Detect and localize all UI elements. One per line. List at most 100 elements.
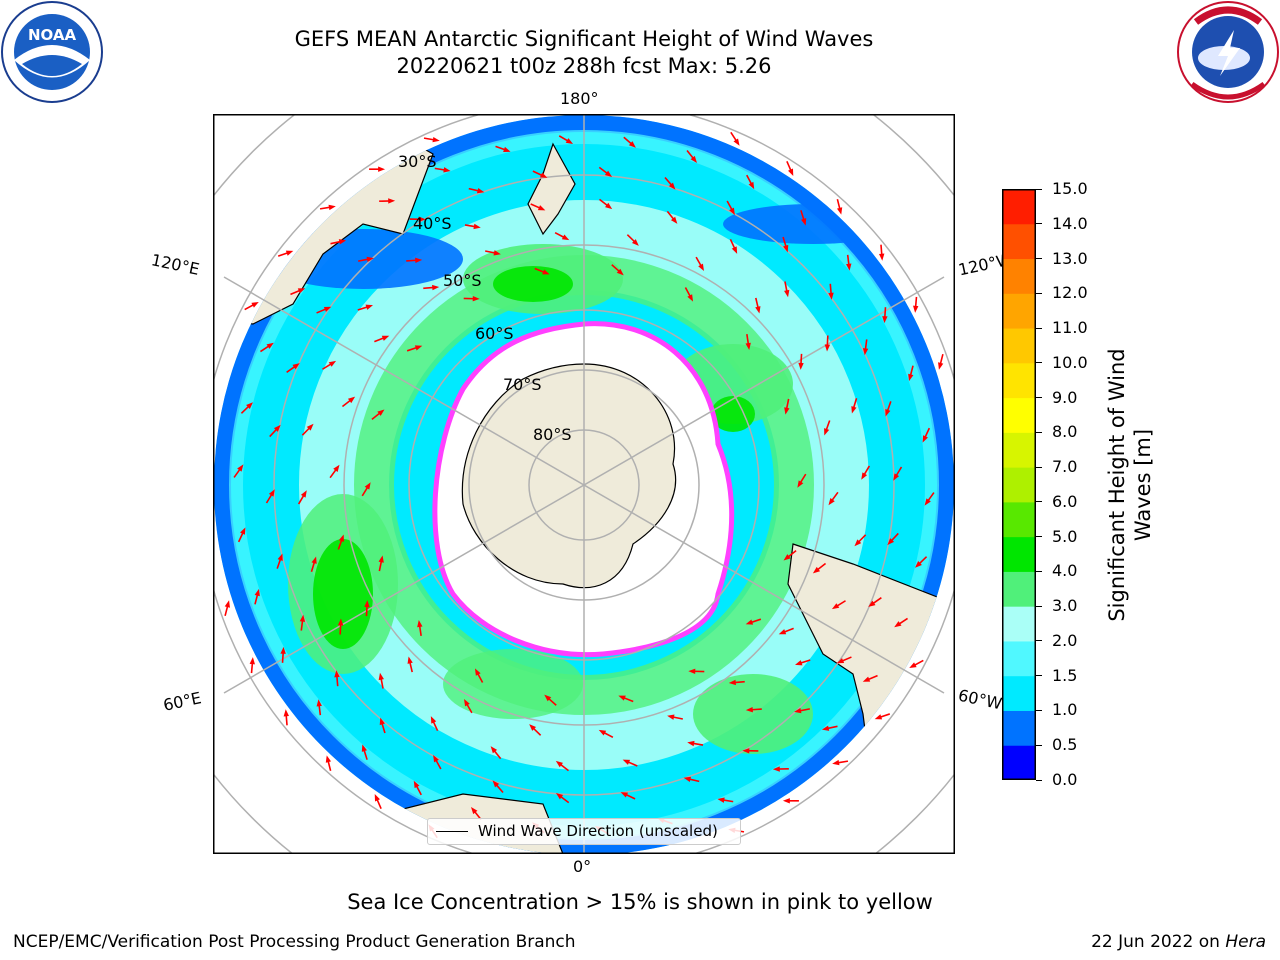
colorbar-tick-mark xyxy=(1036,779,1042,781)
lat-label-70s: 70°S xyxy=(503,375,542,394)
wind-wave-arrow-head xyxy=(443,167,451,173)
colorbar-tick-mark xyxy=(1036,223,1042,225)
wind-wave-arrow-head xyxy=(292,363,300,370)
wind-wave-arrow-head xyxy=(537,205,546,211)
wind-wave-arrow-head xyxy=(801,218,807,226)
colorbar-tick-mark xyxy=(1036,570,1042,572)
wind-wave-arrow-head xyxy=(795,660,803,666)
wind-wave-arrow-head xyxy=(266,342,274,349)
wind-wave-arrow-head xyxy=(667,714,675,720)
lon-label-120e: 120°E xyxy=(149,250,202,279)
wind-wave-arrow-head xyxy=(283,709,289,717)
wind-wave-arrow-head xyxy=(824,428,830,436)
colorbar-tick-label: 13.0 xyxy=(1052,248,1088,268)
wind-wave-arrow-head xyxy=(338,239,347,245)
lat-label-80s: 80°S xyxy=(533,425,572,444)
map-legend: Wind Wave Direction (unscaled) xyxy=(427,818,741,845)
wind-wave-arrow-head xyxy=(868,600,876,607)
wind-wave-arrow-head xyxy=(565,138,574,144)
wind-wave-arrow-head xyxy=(364,482,371,490)
wind-wave-arrow-head xyxy=(836,207,843,215)
wind-wave-arrow-head xyxy=(915,561,922,568)
wind-wave-arrow-head xyxy=(418,216,426,222)
wind-wave-arrow-head xyxy=(529,724,537,731)
wind-wave-arrow-head xyxy=(745,342,751,350)
colorbar-segment xyxy=(1002,710,1036,746)
wind-wave-arrow-head xyxy=(472,295,480,302)
colorbar-tick-mark xyxy=(1036,327,1042,329)
footer-date-text: 22 Jun 2022 on xyxy=(1091,932,1220,952)
wind-wave-arrow-head xyxy=(783,554,791,561)
wind-wave-arrow-head xyxy=(687,294,694,302)
wind-wave-arrow-head xyxy=(782,798,790,804)
colorbar-tick-mark xyxy=(1036,431,1042,433)
wind-wave-arrow-head xyxy=(433,754,439,763)
wind-wave-arrow-head xyxy=(299,614,306,622)
nws-logo xyxy=(1177,1,1279,103)
wind-wave-arrow-head xyxy=(378,166,386,172)
colorbar-segment xyxy=(1002,223,1036,260)
footer-credit: NCEP/EMC/Verification Post Processing Pr… xyxy=(13,932,576,952)
colorbar-tick-label: 6.0 xyxy=(1052,491,1078,511)
colorbar-label: Significant Height of Wind Waves [m] xyxy=(1105,348,1155,622)
wind-wave-arrow-head xyxy=(378,672,384,681)
wind-wave-arrow-head xyxy=(493,250,501,256)
wind-wave-arrow-head xyxy=(555,760,563,768)
wind-wave-arrow-head xyxy=(784,407,790,415)
wind-wave-arrow-head xyxy=(328,204,336,211)
wind-wave-arrow-head xyxy=(717,797,725,803)
colorbar-tick-label: 10.0 xyxy=(1052,352,1088,372)
wind-wave-arrow-head xyxy=(846,263,852,271)
colorbar-segment xyxy=(1002,606,1036,642)
colorbar-segment xyxy=(1002,362,1036,399)
wind-wave-arrow-head xyxy=(240,527,246,535)
colorbar-tick-label: 2.0 xyxy=(1052,630,1078,650)
colorbar-tick-mark xyxy=(1036,640,1042,642)
wind-wave-arrow-head xyxy=(828,292,834,300)
wind-wave-arrow-head xyxy=(788,168,794,176)
wind-wave-arrow-head xyxy=(492,780,500,788)
wind-wave-arrow-head xyxy=(224,600,230,608)
colorbar-tick-label: 5.0 xyxy=(1052,526,1078,546)
colorbar-tick-label: 1.5 xyxy=(1052,665,1078,685)
wind-wave-arrow-head xyxy=(337,618,344,626)
wind-wave-arrow-head xyxy=(249,657,255,665)
colorbar-tick-label: 1.0 xyxy=(1052,700,1078,720)
wind-wave-arrow-head xyxy=(831,603,840,610)
wind-wave-arrow-head xyxy=(690,155,697,164)
colorbar-tick-label: 11.0 xyxy=(1052,318,1088,338)
wind-wave-arrow-head xyxy=(783,244,789,253)
wind-wave-arrow-head xyxy=(246,402,253,409)
wind-wave-arrow-head xyxy=(748,181,755,190)
wind-wave-arrow-head xyxy=(414,345,423,351)
wind-wave-arrow-head xyxy=(285,250,294,256)
wind-wave-arrow-head xyxy=(728,679,736,686)
wind-wave-arrow-head xyxy=(415,257,423,264)
lat-label-40s: 40°S xyxy=(413,214,452,233)
sea-ice-note: Sea Ice Concentration > 15% is shown in … xyxy=(347,890,933,914)
wind-wave-arrow-head xyxy=(300,490,307,498)
wind-wave-arrow-head xyxy=(862,348,869,356)
lon-label-60e: 60°E xyxy=(161,688,204,715)
wind-wave-arrow-head xyxy=(772,766,780,772)
colorbar-segment xyxy=(1002,293,1036,329)
wind-wave-arrow-head xyxy=(381,335,390,341)
wind-wave-arrow-head xyxy=(887,538,895,546)
wind-wave-arrow-head xyxy=(832,759,840,766)
wind-wave-arrow-head xyxy=(374,794,380,802)
wind-wave-arrow-head xyxy=(778,629,787,635)
wind-wave-arrow-head xyxy=(361,744,367,752)
wind-wave-arrow-head xyxy=(598,729,607,736)
wind-wave-arrow-head xyxy=(909,662,917,669)
wind-wave-arrow-head xyxy=(729,207,735,216)
wind-wave-arrow-head xyxy=(365,304,373,310)
colorbar-tick-label: 4.0 xyxy=(1052,561,1078,581)
wind-wave-arrow-head xyxy=(893,473,900,481)
wind-wave-arrow-head xyxy=(539,172,548,178)
wind-wave-arrow-head xyxy=(913,305,919,313)
noaa-logo: NOAA xyxy=(1,1,103,103)
wind-wave-arrows xyxy=(224,131,944,839)
colorbar-tick-mark xyxy=(1036,709,1042,711)
wind-wave-arrow-head xyxy=(755,306,761,314)
wind-wave-arrow-head xyxy=(280,646,286,654)
